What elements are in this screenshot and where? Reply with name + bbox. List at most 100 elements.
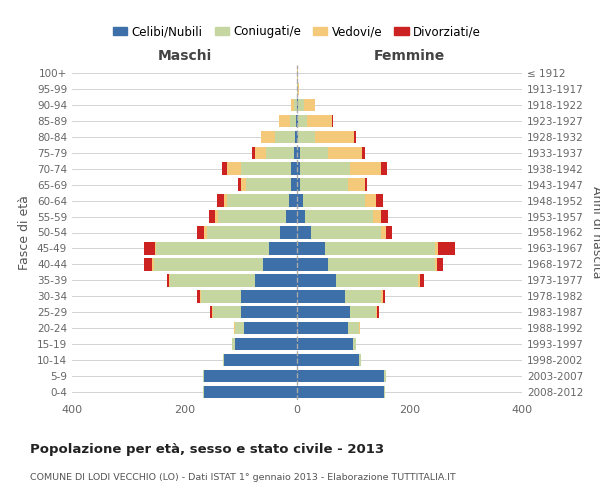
Bar xyxy=(297,338,353,350)
Bar xyxy=(232,338,235,350)
Bar xyxy=(223,354,224,366)
Bar xyxy=(297,194,302,207)
Bar xyxy=(238,178,241,191)
Bar xyxy=(298,98,304,111)
Bar xyxy=(311,226,382,238)
Bar xyxy=(297,210,305,223)
Bar xyxy=(382,162,387,175)
Bar xyxy=(297,226,311,238)
Bar xyxy=(297,98,298,111)
Bar xyxy=(289,194,297,207)
Bar xyxy=(300,162,350,175)
Bar xyxy=(383,290,385,302)
Bar xyxy=(297,386,384,398)
Bar xyxy=(204,226,207,238)
Bar xyxy=(353,338,356,350)
Bar xyxy=(144,258,152,270)
Bar xyxy=(382,226,386,238)
Bar xyxy=(328,258,435,270)
Bar xyxy=(167,274,169,286)
Bar xyxy=(302,194,365,207)
Bar xyxy=(204,370,297,382)
Bar xyxy=(169,274,170,286)
Text: COMUNE DI LODI VECCHIO (LO) - Dati ISTAT 1° gennaio 2013 - Elaborazione TUTTITAL: COMUNE DI LODI VECCHIO (LO) - Dati ISTAT… xyxy=(30,472,456,482)
Bar xyxy=(296,114,297,127)
Bar xyxy=(204,386,297,398)
Bar xyxy=(292,162,297,175)
Y-axis label: Anni di nascita: Anni di nascita xyxy=(590,186,600,279)
Bar xyxy=(235,322,244,334)
Y-axis label: Fasce di età: Fasce di età xyxy=(19,195,31,270)
Bar xyxy=(298,130,315,143)
Legend: Celibi/Nubili, Coniugati/e, Vedovi/e, Divorziati/e: Celibi/Nubili, Coniugati/e, Vedovi/e, Di… xyxy=(108,20,486,43)
Bar xyxy=(170,274,255,286)
Bar xyxy=(297,258,328,270)
Bar xyxy=(241,306,297,318)
Bar xyxy=(307,114,332,127)
Bar xyxy=(152,258,154,270)
Bar xyxy=(202,290,241,302)
Bar xyxy=(235,338,297,350)
Text: Femmine: Femmine xyxy=(374,48,445,62)
Bar xyxy=(373,210,382,223)
Bar xyxy=(269,242,297,254)
Bar xyxy=(286,210,297,223)
Bar xyxy=(384,386,385,398)
Bar xyxy=(362,146,365,159)
Bar xyxy=(297,370,384,382)
Bar xyxy=(382,210,388,223)
Bar xyxy=(435,258,437,270)
Bar xyxy=(386,226,392,238)
Bar xyxy=(382,290,383,302)
Bar xyxy=(297,306,350,318)
Bar xyxy=(300,178,347,191)
Bar xyxy=(359,354,361,366)
Bar xyxy=(157,242,269,254)
Bar xyxy=(211,306,212,318)
Bar xyxy=(328,146,362,159)
Bar xyxy=(217,194,224,207)
Bar xyxy=(255,146,266,159)
Bar xyxy=(300,146,328,159)
Bar xyxy=(297,146,300,159)
Bar xyxy=(347,322,359,334)
Bar xyxy=(298,82,299,95)
Bar xyxy=(297,82,298,95)
Bar xyxy=(435,242,437,254)
Bar xyxy=(304,98,315,111)
Bar xyxy=(266,146,294,159)
Bar xyxy=(280,226,297,238)
Bar xyxy=(365,178,367,191)
Bar xyxy=(154,258,263,270)
Bar xyxy=(384,370,386,382)
Bar xyxy=(297,162,300,175)
Bar xyxy=(263,258,297,270)
Bar xyxy=(345,290,382,302)
Bar xyxy=(197,290,200,302)
Bar xyxy=(241,162,292,175)
Bar xyxy=(218,210,286,223)
Bar xyxy=(261,130,275,143)
Bar xyxy=(207,226,280,238)
Bar xyxy=(215,210,218,223)
Bar xyxy=(437,258,443,270)
Bar xyxy=(419,274,424,286)
Bar xyxy=(197,226,204,238)
Bar xyxy=(376,306,377,318)
Bar xyxy=(298,114,307,127)
Bar xyxy=(315,130,355,143)
Bar xyxy=(255,274,297,286)
Bar xyxy=(418,274,419,286)
Bar xyxy=(209,210,215,223)
Bar xyxy=(297,290,345,302)
Bar xyxy=(297,130,298,143)
Bar xyxy=(203,370,204,382)
Bar xyxy=(297,274,337,286)
Bar xyxy=(279,114,290,127)
Bar xyxy=(241,290,297,302)
Bar xyxy=(294,146,297,159)
Bar xyxy=(241,178,247,191)
Bar xyxy=(244,322,297,334)
Bar xyxy=(203,386,204,398)
Bar xyxy=(292,178,297,191)
